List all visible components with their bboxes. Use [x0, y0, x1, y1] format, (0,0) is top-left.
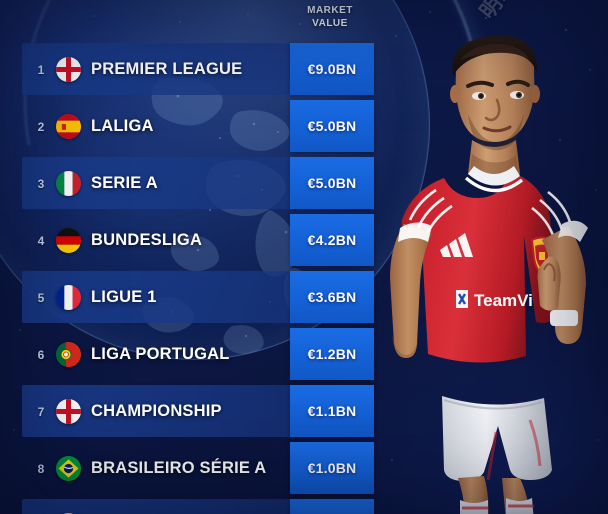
table-row[interactable]: 4 BUNDESLIGA €4.2BN: [0, 212, 608, 269]
row-market-value-box: €3.6BN: [290, 271, 374, 323]
table-row[interactable]: 5 LIGUE 1 €3.6BN: [0, 269, 608, 326]
table-row[interactable]: 3 SERIE A €5.0BN: [0, 155, 608, 212]
row-market-value-text: €5.0BN: [307, 118, 357, 134]
row-league-name: PREMIER LEAGUE: [91, 60, 243, 78]
row-market-value-box: €9.0BN: [290, 43, 374, 95]
portugal-flag-icon: [56, 342, 81, 367]
row-rank: 7: [37, 404, 45, 419]
row-market-value-box: [290, 499, 374, 514]
row-market-value-text: €3.6BN: [307, 289, 357, 305]
row-market-value-box: €1.2BN: [290, 328, 374, 380]
table-row[interactable]: 7 CHAMPIONSHIP €1.1BN: [0, 383, 608, 440]
row-league-name: SERIE A: [91, 174, 158, 192]
table-row[interactable]: 6 LIGA PORTUGAL €1.2BN: [0, 326, 608, 383]
row-rank: 3: [37, 176, 45, 191]
row-league-name: LALIGA: [91, 117, 154, 135]
market-value-header-line2: VALUE: [312, 18, 348, 29]
row-market-value-text: €1.0BN: [307, 460, 357, 476]
row-rank: 2: [37, 119, 45, 134]
market-value-header: MARKET VALUE: [286, 4, 374, 30]
row-market-value-text: €1.1BN: [307, 403, 357, 419]
football-player-photo: TeamVi: [390, 35, 588, 514]
brazil-flag-icon: [56, 456, 81, 481]
row-market-value-box: €1.1BN: [290, 385, 374, 437]
row-rank: 4: [37, 233, 45, 248]
row-market-value-box: €4.2BN: [290, 214, 374, 266]
row-market-value-box: €1.0BN: [290, 442, 374, 494]
row-rank: 6: [37, 347, 45, 362]
row-league-name: BRASILEIRO SÉRIE A: [91, 459, 267, 477]
row-market-value-text: €5.0BN: [307, 175, 357, 191]
row-rank: 8: [37, 461, 45, 476]
row-market-value-box: €5.0BN: [290, 157, 374, 209]
row-market-value-text: €4.2BN: [307, 232, 357, 248]
england-flag-icon: [56, 57, 81, 82]
row-market-value-text: €1.2BN: [307, 346, 357, 362]
row-market-value-box: €5.0BN: [290, 100, 374, 152]
italy-flag-icon: [56, 171, 81, 196]
row-rank: 5: [37, 290, 45, 305]
row-market-value-text: €9.0BN: [307, 61, 357, 77]
svg-text:TeamVi: TeamVi: [474, 291, 533, 310]
league-market-value-table: 1 PREMIER LEAGUE €9.0BN 2 LALIGA €5.0BN 3 SERIE…: [0, 41, 608, 514]
spain-flag-icon: [56, 114, 81, 139]
row-league-name: CHAMPIONSHIP: [91, 402, 222, 420]
row-highlight-band: [22, 499, 374, 514]
row-rank: 1: [37, 62, 45, 77]
table-row[interactable]: 9: [0, 497, 608, 514]
table-row[interactable]: 1 PREMIER LEAGUE €9.0BN: [0, 41, 608, 98]
england-flag-icon: [56, 399, 81, 424]
germany-flag-icon: [56, 228, 81, 253]
table-row[interactable]: 8 BRASILEIRO SÉRIE A €1.0BN: [0, 440, 608, 497]
row-rank: 9: [30, 497, 52, 514]
row-league-name: LIGUE 1: [91, 288, 157, 306]
row-league-name: BUNDESLIGA: [91, 231, 203, 249]
table-row[interactable]: 2 LALIGA €5.0BN: [0, 98, 608, 155]
row-league-name: LIGA PORTUGAL: [91, 345, 230, 363]
market-value-header-line1: MARKET: [307, 5, 353, 16]
france-flag-icon: [56, 285, 81, 310]
